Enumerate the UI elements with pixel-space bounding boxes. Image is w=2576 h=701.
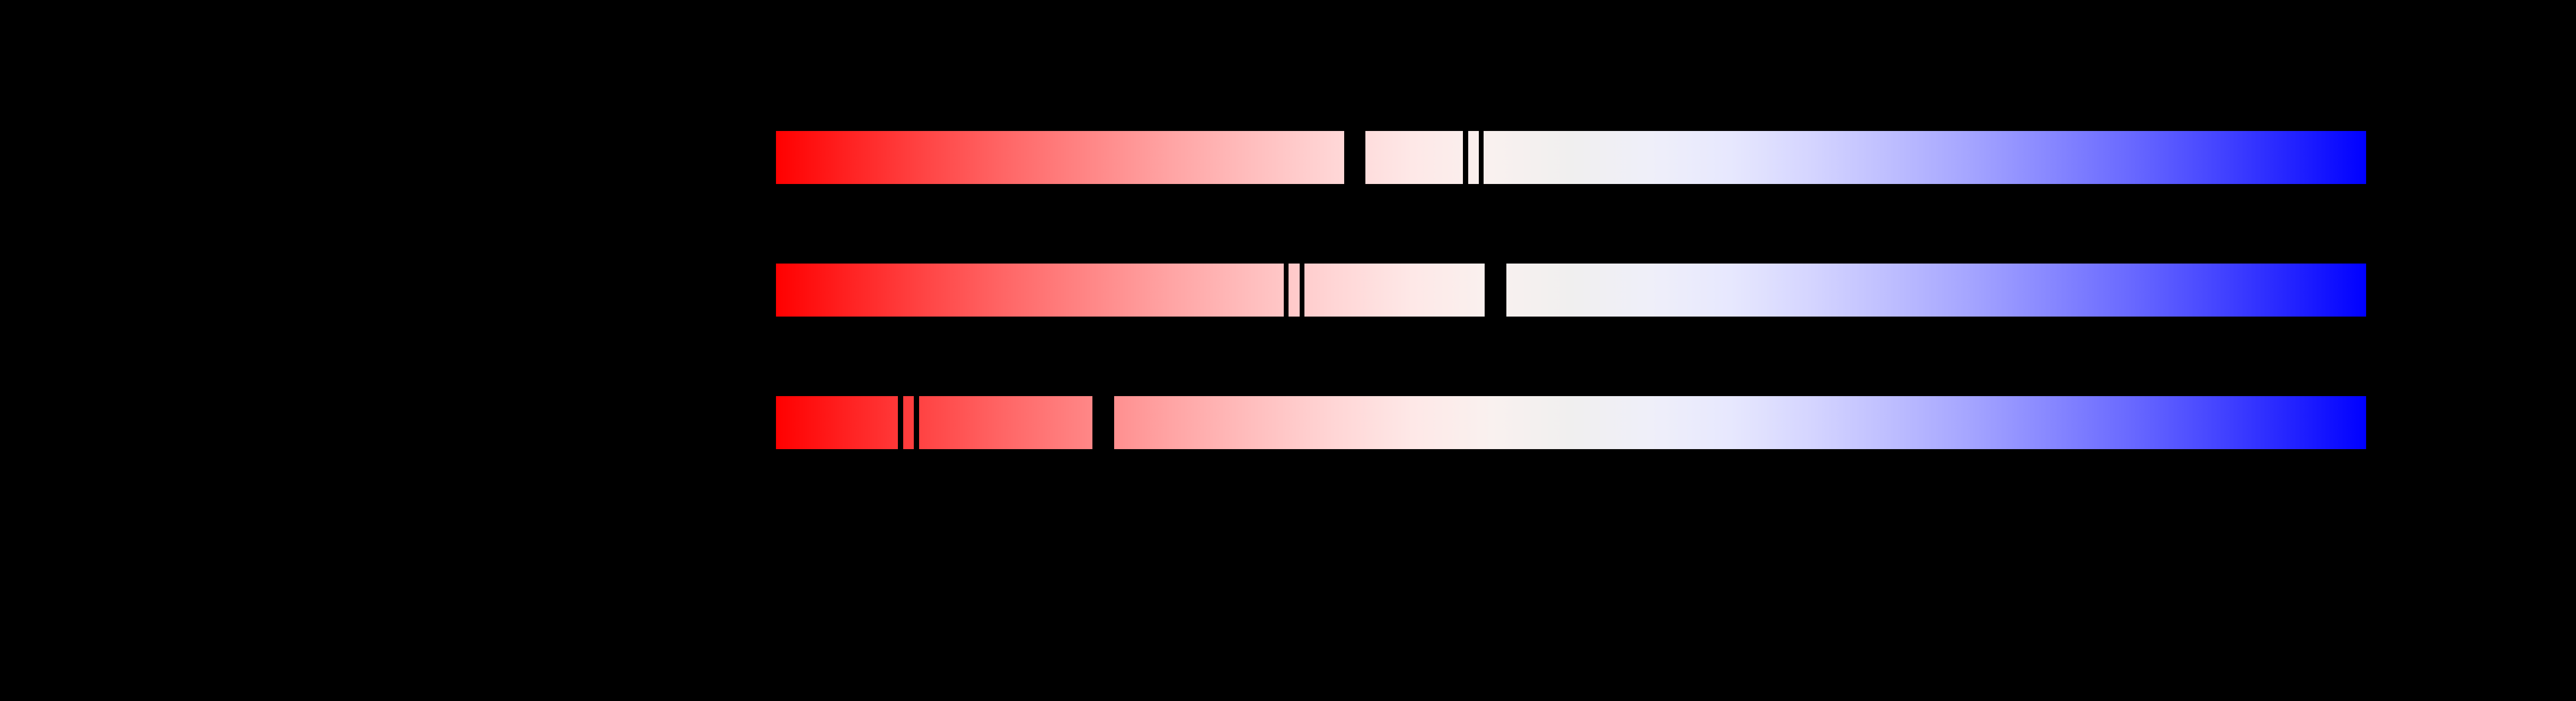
wide-gap-marker: [1485, 264, 1506, 317]
narrow-gap-marker: [1300, 264, 1304, 317]
narrow-gap-marker: [1479, 131, 1484, 184]
gradient-bar-2: [776, 264, 2366, 317]
narrow-gap-marker: [898, 396, 903, 449]
narrow-gap-marker: [914, 396, 919, 449]
gradient-bar-3: [776, 396, 2366, 449]
wide-gap-marker: [1092, 396, 1114, 449]
wide-gap-marker: [1344, 131, 1365, 184]
narrow-gap-marker: [1284, 264, 1289, 317]
gradient-bar-1: [776, 131, 2366, 184]
narrow-gap-marker: [1463, 131, 1468, 184]
